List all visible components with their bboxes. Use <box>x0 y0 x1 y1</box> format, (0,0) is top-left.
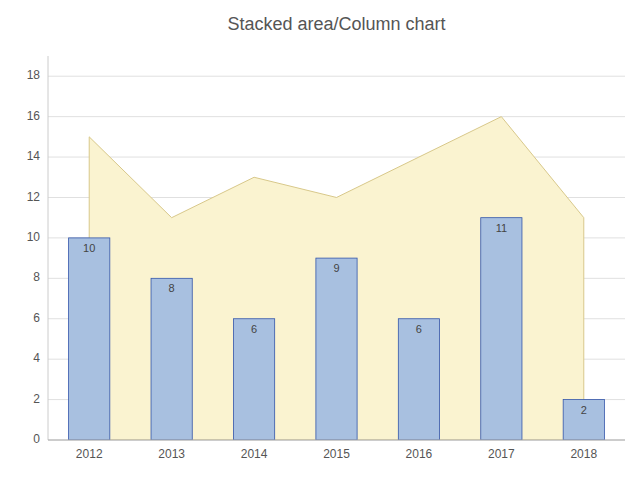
y-axis-line <box>48 56 49 440</box>
chart-container: 0 2 4 6 8 10 12 14 16 18 10 8 6 9 6 11 2 2012 2013 2014 2015… <box>0 0 641 480</box>
data-label: 9 <box>333 262 339 274</box>
grid-line <box>48 440 625 441</box>
bar <box>481 218 522 440</box>
data-label: 8 <box>169 282 175 294</box>
x-tick-label: 2017 <box>488 447 515 461</box>
data-label: 11 <box>496 222 507 234</box>
plot-area <box>69 117 605 440</box>
data-label: 2 <box>581 404 587 416</box>
grid-line <box>48 76 625 77</box>
data-label: 10 <box>83 242 95 254</box>
y-tick-label: 6 <box>33 311 40 325</box>
bar <box>398 319 439 440</box>
y-tick-label: 12 <box>27 190 41 204</box>
x-tick-label: 2016 <box>406 447 433 461</box>
bar <box>69 238 110 440</box>
bar <box>563 400 604 440</box>
bar <box>233 319 274 440</box>
y-ticks: 0 2 4 6 8 10 12 14 16 18 <box>27 68 41 446</box>
y-tick-label: 4 <box>33 351 40 365</box>
y-tick-label: 10 <box>27 230 41 244</box>
y-tick-label: 18 <box>27 68 41 82</box>
data-label: 6 <box>416 323 422 335</box>
x-axis-line <box>48 440 625 441</box>
bar <box>151 278 192 440</box>
grid-line <box>48 116 625 117</box>
area <box>89 117 584 440</box>
x-ticks: 2012 2013 2014 2015 2016 2017 2018 <box>76 447 598 461</box>
x-tick-label: 2013 <box>158 447 185 461</box>
y-tick-label: 2 <box>33 392 40 406</box>
data-label: 6 <box>251 323 257 335</box>
chart: 0 2 4 6 8 10 12 14 16 18 10 8 6 9 6 11 2 2012 2013 2014 2015… <box>0 0 641 480</box>
y-tick-label: 14 <box>27 149 41 163</box>
y-tick-label: 8 <box>33 270 40 284</box>
x-tick-label: 2018 <box>570 447 597 461</box>
x-tick-label: 2012 <box>76 447 103 461</box>
y-tick-label: 0 <box>33 432 40 446</box>
title: Stacked area/Column chart <box>227 14 445 34</box>
bar <box>316 258 357 440</box>
grid <box>48 76 625 440</box>
data-labels: 10 8 6 9 6 11 2 <box>83 222 587 416</box>
y-tick-label: 16 <box>27 109 41 123</box>
x-tick-label: 2015 <box>323 447 350 461</box>
grid-line <box>48 157 625 158</box>
x-tick-label: 2014 <box>241 447 268 461</box>
